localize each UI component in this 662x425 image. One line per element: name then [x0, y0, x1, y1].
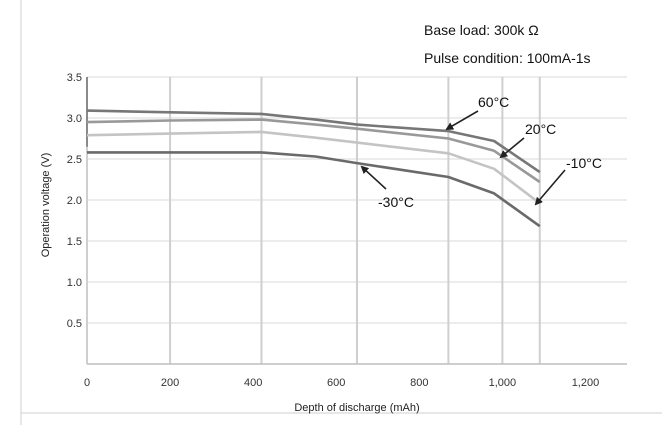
- series-callout-arrow: [445, 110, 479, 131]
- y-tick-label: 2.5: [67, 154, 82, 166]
- y-tick-label: 0.5: [67, 318, 82, 330]
- series-label: 20°C: [525, 121, 556, 137]
- y-tick-label: 3.5: [67, 72, 82, 84]
- series-label: 60°C: [478, 94, 509, 110]
- y-tick-label: 2.0: [67, 195, 82, 207]
- series-callout-arrow: [499, 137, 525, 159]
- x-tick-label: 0: [84, 377, 90, 389]
- x-tick-label: 1,200: [572, 377, 600, 389]
- y-tick-labels: 0.5 1.0 1.5 2.0 2.5 3.0 3.5: [67, 72, 82, 330]
- y-tick-label: 1.0: [67, 277, 82, 289]
- x-tick-label: 600: [327, 377, 345, 389]
- series-line-3: [87, 151, 541, 228]
- x-tick-label: 1,000: [489, 377, 517, 389]
- series-labels: 60°C 20°C -10°C -30°C: [360, 94, 602, 210]
- series-line-0: [86, 109, 541, 174]
- series-line-1: [86, 118, 541, 184]
- x-tick-labels: 0 200 400 600 800 1,000 1,200: [84, 377, 599, 389]
- x-axis-title: Depth of discharge (mAh): [294, 402, 419, 414]
- y-tick-label: 3.0: [67, 113, 82, 125]
- pulse-condition-annotation: Pulse condition: 100mA-1s: [424, 50, 591, 66]
- base-load-annotation: Base load: 300k Ω: [424, 22, 539, 38]
- series-label: -30°C: [378, 194, 414, 210]
- series-label: -10°C: [566, 155, 602, 171]
- series-line-2: [86, 130, 541, 205]
- series-callout-arrow: [534, 169, 566, 206]
- y-axis-title: Operation voltage (V): [40, 153, 52, 258]
- x-tick-label: 800: [410, 377, 428, 389]
- x-tick-label: 400: [244, 377, 262, 389]
- series-callout-arrow: [360, 165, 387, 190]
- series-lines: [86, 109, 541, 228]
- y-tick-label: 1.5: [67, 236, 82, 248]
- x-tick-label: 200: [161, 377, 179, 389]
